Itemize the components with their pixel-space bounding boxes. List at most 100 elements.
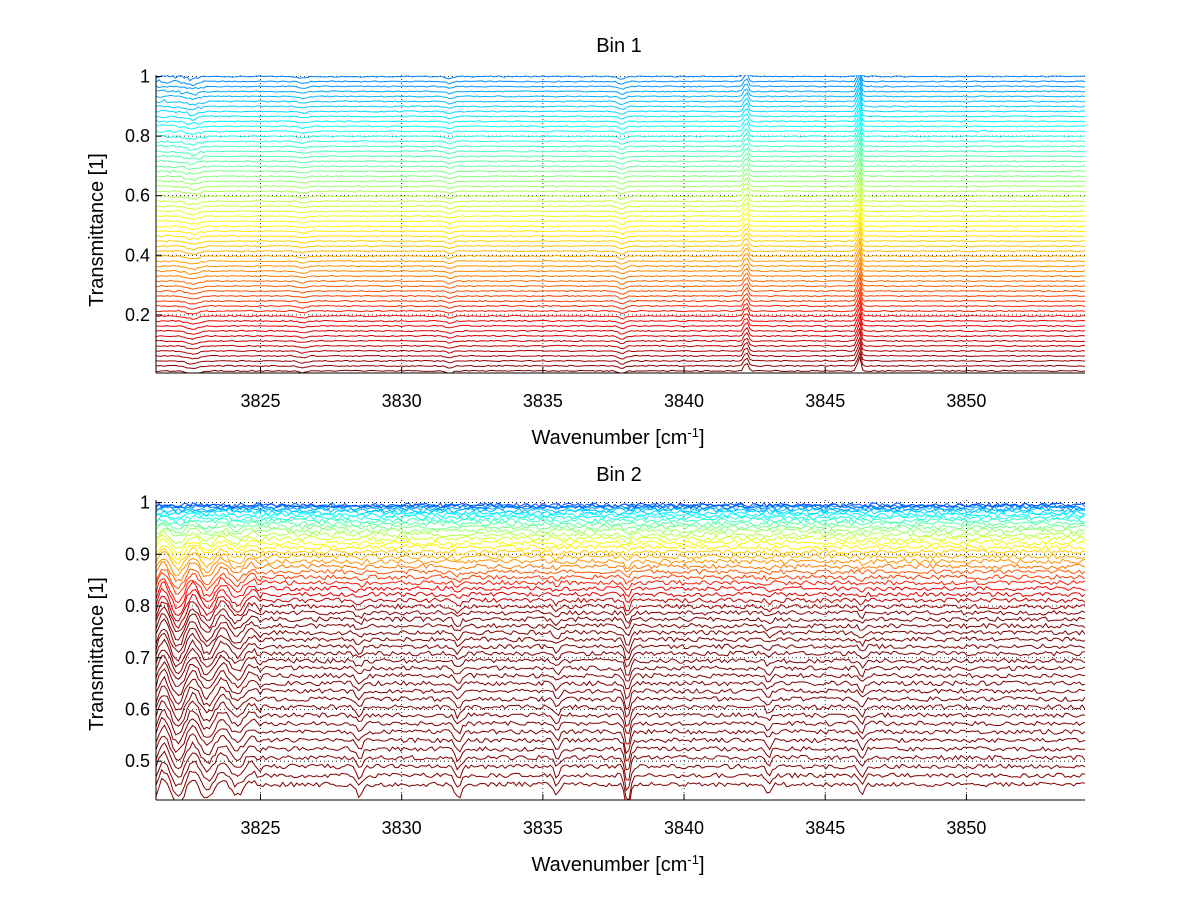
series-line <box>156 612 1085 641</box>
x-tick-label: 3830 <box>382 391 422 411</box>
series-line <box>156 250 1085 271</box>
series-line <box>156 265 1085 285</box>
series-line <box>156 90 1085 111</box>
y-tick-label: 0.2 <box>125 305 150 325</box>
series-line <box>156 225 1085 245</box>
series-line <box>156 100 1085 121</box>
series-line <box>156 600 1085 630</box>
series-line <box>156 211 1085 230</box>
chart-bin-1: Bin 1 3825 3830 3835 3840 3845 3850 0.2 0.4 0.6 0… <box>86 35 1085 449</box>
series-line <box>156 300 1085 321</box>
series-line <box>156 654 1085 680</box>
series-line <box>156 556 1085 577</box>
series-line <box>156 115 1085 135</box>
x-tick-label: 3835 <box>523 391 563 411</box>
y-tick-label: 0.5 <box>125 751 150 771</box>
series-line <box>156 295 1085 315</box>
series-line <box>156 320 1085 340</box>
series-line <box>156 699 1085 728</box>
x-tick-label: 3840 <box>664 391 704 411</box>
series-line <box>156 724 1085 755</box>
chart-bin-2: Bin 2 3825 3830 3835 3840 3845 3850 0.5 0.6 0.7 0… <box>86 464 1085 876</box>
series-line <box>156 517 1085 527</box>
plot-area: 3825 3830 3835 3840 3845 3850 0.5 0.6 0.7 0.8 0.9 1 <box>125 493 1085 838</box>
y-tick-label: 1 <box>140 66 150 86</box>
series-line <box>156 200 1085 220</box>
series-line <box>156 236 1085 256</box>
series-line <box>156 75 1085 90</box>
x-tick-label: 3850 <box>946 391 986 411</box>
series-line <box>156 206 1085 225</box>
series-line <box>156 220 1085 241</box>
x-tick-label: 3825 <box>240 391 280 411</box>
series-line <box>156 191 1085 211</box>
x-tick-label: 3830 <box>382 818 422 838</box>
chart-title: Bin 2 <box>596 464 642 486</box>
series-line <box>156 80 1085 101</box>
series-line <box>156 561 1085 583</box>
series-group <box>156 75 1085 373</box>
series-line <box>156 571 1085 595</box>
series-line <box>156 326 1085 345</box>
x-axis-label: Wavenumber [cm-1] <box>531 852 704 877</box>
x-tick-label: 3845 <box>805 818 845 838</box>
x-tick-label: 3835 <box>523 818 563 838</box>
series-line <box>156 106 1085 125</box>
x-axis-label: Wavenumber [cm-1] <box>531 425 704 450</box>
series-line <box>156 271 1085 290</box>
series-line <box>156 176 1085 195</box>
series-line <box>156 345 1085 365</box>
series-line <box>156 136 1085 157</box>
series-line <box>156 647 1085 675</box>
series-line <box>156 505 1085 513</box>
series-line <box>156 260 1085 280</box>
series-line <box>156 350 1085 369</box>
series-line <box>156 140 1085 160</box>
series-line <box>156 675 1085 705</box>
series-line <box>156 330 1085 350</box>
series-line <box>156 741 1085 771</box>
series-line <box>156 502 1085 509</box>
y-tick-label: 0.4 <box>125 245 150 265</box>
series-line <box>156 566 1085 590</box>
y-tick-label: 0.7 <box>125 648 150 668</box>
series-line <box>156 580 1085 610</box>
y-axis-label: Transmittance [1] <box>86 153 108 307</box>
chart-title: Bin 1 <box>596 35 642 57</box>
series-line <box>156 166 1085 185</box>
series-line <box>156 716 1085 745</box>
y-tick-label: 0.6 <box>125 186 150 206</box>
series-line <box>156 215 1085 236</box>
x-tick-label: 3845 <box>805 391 845 411</box>
series-line <box>156 196 1085 216</box>
series-line <box>156 285 1085 305</box>
series-line <box>156 156 1085 176</box>
series-line <box>156 240 1085 260</box>
series-line <box>156 520 1085 530</box>
series-line <box>156 527 1085 537</box>
y-tick-label: 0.9 <box>125 544 150 564</box>
series-line <box>156 546 1085 565</box>
series-line <box>156 685 1085 711</box>
series-line <box>156 256 1085 276</box>
series-line <box>156 111 1085 131</box>
series-line <box>156 340 1085 360</box>
series-line <box>156 290 1085 310</box>
series-line <box>156 691 1085 722</box>
plot-area: 3825 3830 3835 3840 3845 3850 0.2 0.4 0.6 0.8 1 <box>125 66 1085 411</box>
series-group <box>156 502 1085 800</box>
series-line <box>156 85 1085 106</box>
series-line <box>156 668 1085 697</box>
y-tick-label: 0.8 <box>125 126 150 146</box>
series-line <box>156 750 1085 781</box>
series-line <box>156 146 1085 166</box>
series-line <box>156 75 1085 82</box>
series-line <box>156 627 1085 654</box>
series-line <box>156 587 1085 616</box>
series-line <box>156 95 1085 117</box>
series-line <box>156 708 1085 736</box>
series-line <box>156 529 1085 545</box>
y-tick-label: 0.6 <box>125 699 150 719</box>
series-line <box>156 160 1085 181</box>
series-line <box>156 336 1085 355</box>
